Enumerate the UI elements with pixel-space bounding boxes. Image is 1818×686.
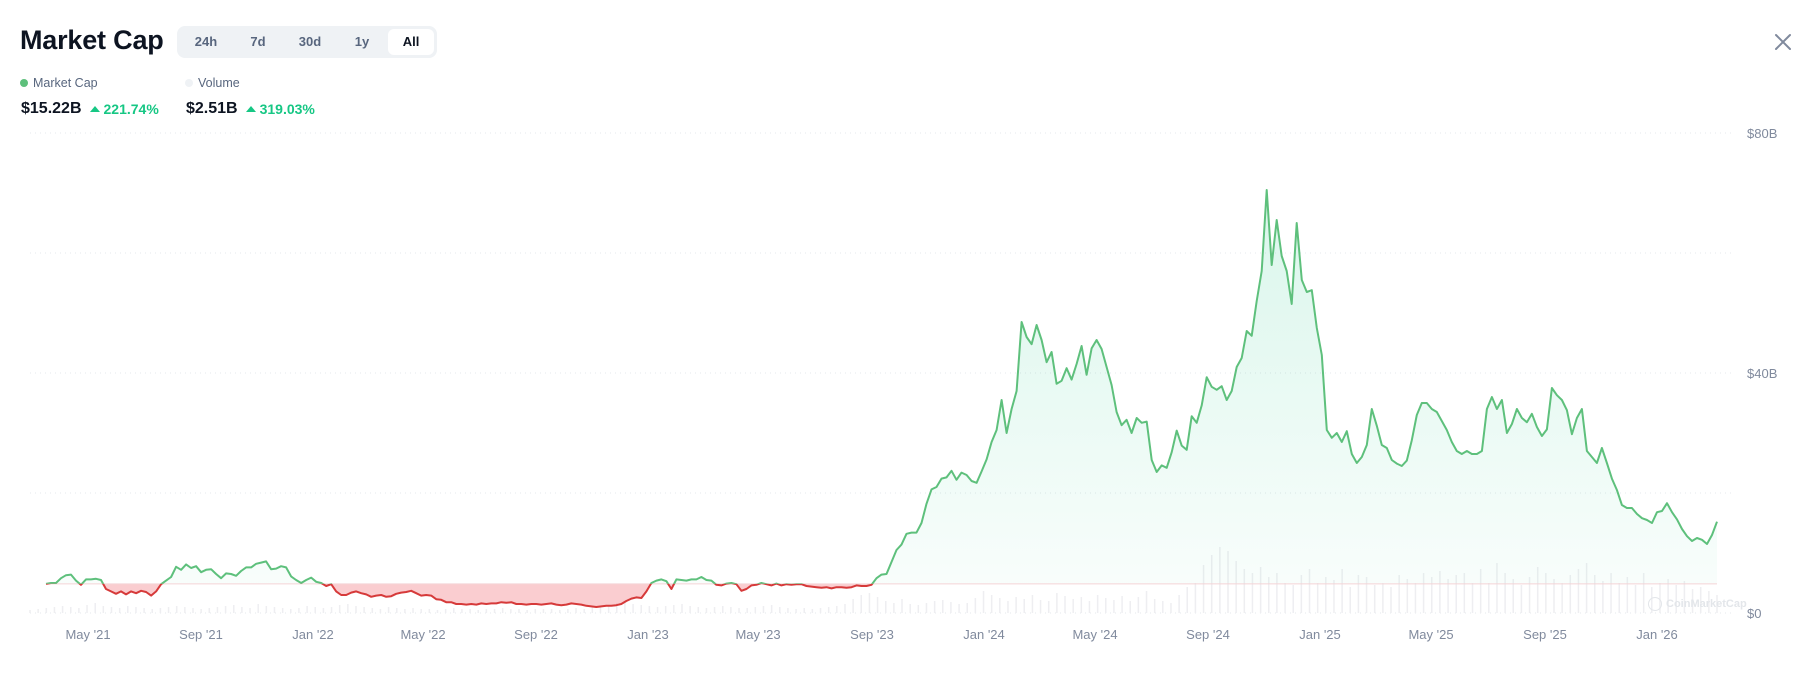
x-axis-label: May '21 (65, 627, 111, 642)
x-axis-label: Jan '25 (1299, 627, 1341, 642)
x-axis-label: Jan '22 (292, 627, 334, 642)
range-7d-button[interactable]: 7d (250, 34, 266, 49)
volume-dot-icon (185, 79, 193, 87)
triangle-up-icon (245, 106, 256, 112)
market-cap-value: $15.22B (21, 100, 82, 117)
x-axis-label: Sep '23 (850, 627, 894, 642)
x-axis-label: Sep '25 (1523, 627, 1567, 642)
x-axis-label: May '22 (400, 627, 446, 642)
market-cap-stat: $15.22B 221.74% (21, 100, 159, 118)
coinmarketcap-logo-icon (1648, 597, 1662, 611)
close-button[interactable] (1771, 30, 1795, 54)
x-axis-label: Jan '26 (1636, 627, 1678, 642)
page-title: Market Cap (20, 25, 164, 55)
x-axis-label: Sep '21 (179, 627, 223, 642)
x-axis-label: Jan '24 (963, 627, 1005, 642)
x-axis-label: May '24 (1072, 627, 1118, 642)
volume-change-percent: 319.03% (259, 101, 315, 117)
x-axis-label: May '23 (735, 627, 781, 642)
x-axis-label: Sep '24 (1186, 627, 1230, 642)
volume-value: $2.51B (186, 100, 238, 117)
volume-change: 319.03% (245, 101, 315, 117)
range-1y-button[interactable]: 1y (354, 34, 370, 49)
y-axis-label-80b: $80B (1747, 126, 1778, 141)
legend-volume[interactable]: Volume (185, 76, 240, 90)
y-axis-label-0: $0 (1747, 606, 1762, 621)
market-cap-change-percent: 221.74% (103, 101, 159, 117)
x-axis-label: Sep '22 (514, 627, 558, 642)
watermark-text: CoinMarketCap (1666, 598, 1747, 610)
x-axis-label: May '25 (1408, 627, 1454, 642)
x-axis-label: Jan '23 (627, 627, 669, 642)
range-24h-button[interactable]: 24h (194, 34, 218, 49)
market-cap-dot-icon (20, 79, 28, 87)
market-cap-change: 221.74% (89, 101, 159, 117)
triangle-up-icon (89, 106, 100, 112)
time-range-selector: 24h 7d 30d 1y All (177, 26, 437, 58)
volume-stat: $2.51B 319.03% (186, 100, 315, 118)
legend-market-cap[interactable]: Market Cap (20, 76, 98, 90)
watermark: CoinMarketCap (1648, 597, 1747, 611)
range-all-button[interactable]: All (388, 29, 434, 55)
close-icon (1775, 34, 1791, 50)
y-axis-label-40b: $40B (1747, 366, 1778, 381)
legend-volume-label: Volume (198, 76, 240, 90)
range-30d-button[interactable]: 30d (298, 34, 322, 49)
legend-market-cap-label: Market Cap (33, 76, 98, 90)
